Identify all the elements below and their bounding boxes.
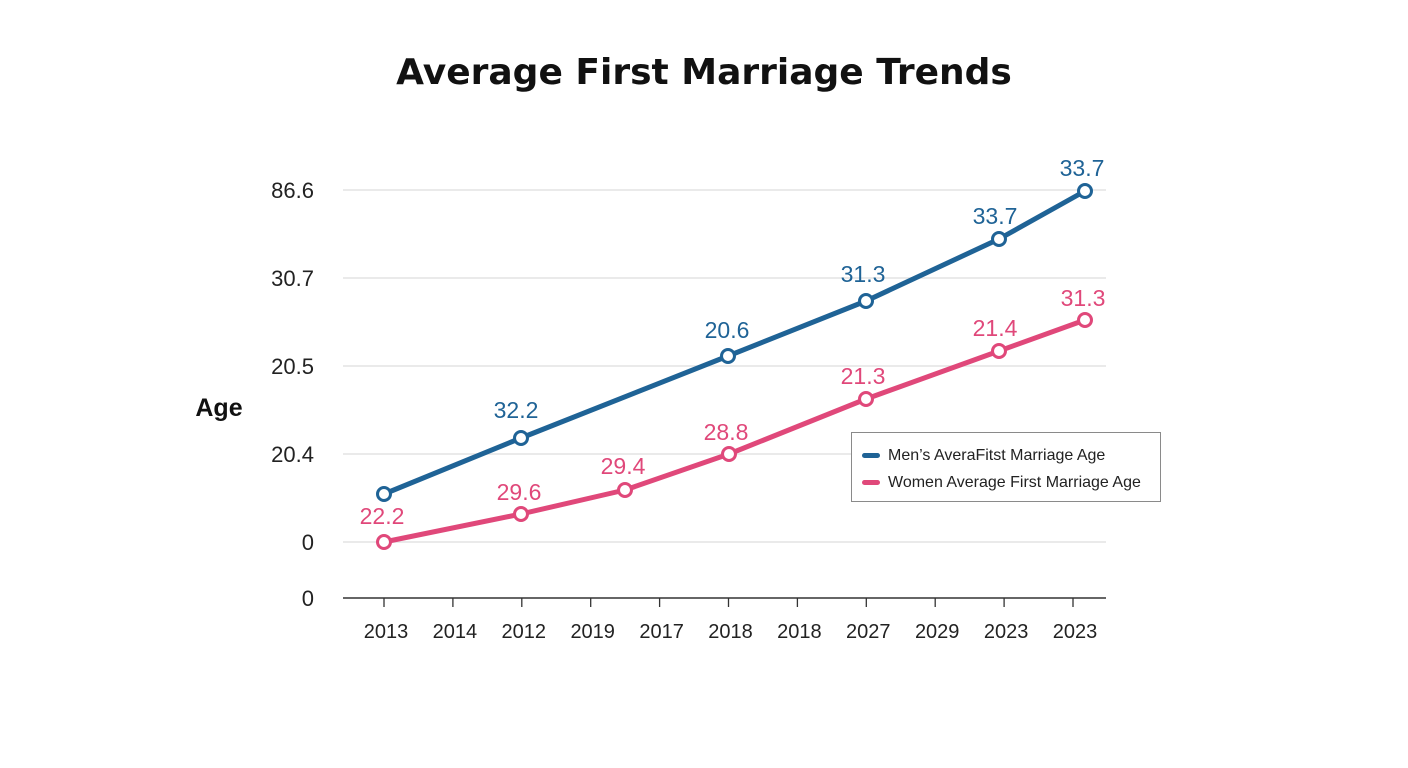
data-label-women: 31.3 <box>1061 285 1106 311</box>
data-point-women <box>858 391 874 407</box>
data-point-men <box>991 231 1007 247</box>
data-label-men: 32.2 <box>494 397 539 423</box>
y-axis-label: Age <box>195 394 242 422</box>
x-tick-label: 2029 <box>915 621 960 643</box>
x-tick-label: 2023 <box>984 621 1029 643</box>
x-tick-label: 2018 <box>777 621 822 643</box>
y-tick-label: 30.7 <box>271 266 314 291</box>
legend-item-women: Women Average First Marriage Age <box>862 469 1160 496</box>
y-tick-labels: 86.6 30.7 20.5 20.4 0 0 <box>271 178 314 611</box>
y-tick-label: 0 <box>302 586 314 611</box>
x-tick-label: 2012 <box>502 621 547 643</box>
data-point-women <box>513 506 529 522</box>
legend-swatch-women <box>862 480 880 485</box>
data-label-women: 22.2 <box>360 503 405 529</box>
chart-title: Average First Marriage Trends <box>396 52 1012 93</box>
legend: Men’s AveraFitst Marriage Age Women Aver… <box>851 432 1161 502</box>
data-label-women: 28.8 <box>704 419 749 445</box>
y-tick-label: 20.5 <box>271 354 314 379</box>
x-tick-label: 2018 <box>708 621 753 643</box>
x-tick-label: 2027 <box>846 621 891 643</box>
data-label-men: 33.7 <box>973 203 1018 229</box>
x-tick-labels: 2013 2014 2012 2019 2017 2018 2018 2027 2029 2023… <box>364 621 1098 643</box>
data-point-women <box>617 482 633 498</box>
data-point-women <box>991 343 1007 359</box>
legend-swatch-men <box>862 453 880 458</box>
data-label-women: 21.4 <box>973 315 1018 341</box>
x-tick-label: 2017 <box>639 621 684 643</box>
data-label-women: 21.3 <box>841 363 886 389</box>
x-tick-label: 2014 <box>433 621 478 643</box>
data-point-men <box>858 293 874 309</box>
data-point-men <box>513 430 529 446</box>
legend-item-men: Men’s AveraFitst Marriage Age <box>862 442 1160 469</box>
legend-label-women: Women Average First Marriage Age <box>888 473 1141 491</box>
data-point-men <box>376 486 392 502</box>
data-label-men: 33.7 <box>1060 155 1105 181</box>
data-point-men <box>720 348 736 364</box>
data-point-women <box>721 446 737 462</box>
legend-label-men: Men’s AveraFitst Marriage Age <box>888 446 1106 464</box>
x-tick-label: 2019 <box>570 621 615 643</box>
series-line-men <box>381 188 1088 497</box>
x-tick-label: 2023 <box>1053 621 1098 643</box>
series-layer: 32.2 20.6 31.3 33.7 33.7 22.2 29.6 29.4 28.8 21.3… <box>360 155 1106 550</box>
x-tick-label: 2013 <box>364 621 409 643</box>
data-point-women <box>1077 312 1093 328</box>
data-label-men: 20.6 <box>705 317 750 343</box>
data-label-women: 29.6 <box>497 479 542 505</box>
y-tick-label: 86.6 <box>271 178 314 203</box>
data-label-men: 31.3 <box>841 261 886 287</box>
axes <box>343 597 1106 607</box>
data-label-women: 29.4 <box>601 453 646 479</box>
data-point-women <box>376 534 392 550</box>
y-tick-label: 0 <box>302 530 314 555</box>
data-point-men <box>1077 183 1093 199</box>
y-tick-label: 20.4 <box>271 442 314 467</box>
